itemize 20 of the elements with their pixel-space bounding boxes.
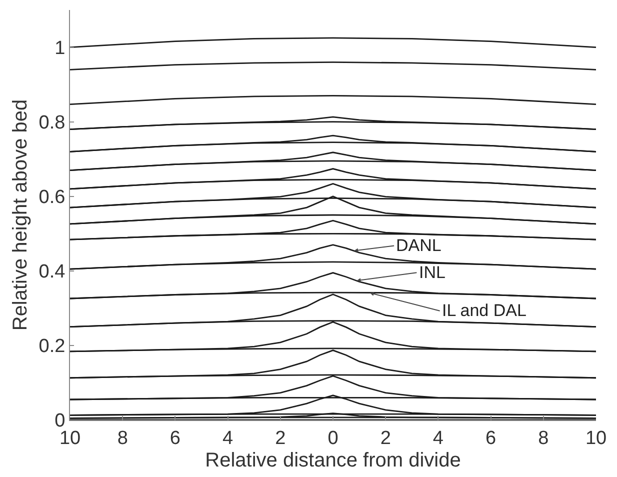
x-tick-label: 2 (380, 428, 391, 449)
y-tick-label: 0.4 (38, 262, 66, 283)
y-tick-label: 1 (54, 38, 66, 59)
x-tick-label: 4 (432, 428, 444, 449)
x-tick-label: 0 (328, 428, 338, 449)
x-tick-label: 4 (222, 428, 234, 449)
x-tick-label: 6 (170, 428, 180, 449)
x-tick-label: 6 (486, 428, 496, 449)
y-tick-label: 0.6 (38, 187, 66, 208)
annotation: IL and DAL (442, 301, 526, 320)
x-tick-label: 8 (117, 428, 128, 449)
y-axis-title: Relative height above bed (9, 99, 32, 331)
y-tick-label: 0.2 (38, 336, 66, 358)
y-tick-label: 0.8 (38, 112, 66, 134)
x-tick-label: 2 (275, 428, 286, 449)
x-tick-label: 10 (585, 428, 607, 449)
x-axis-title: Relative distance from divide (205, 449, 461, 472)
annotation: DANL (396, 236, 442, 255)
annotation: INL (419, 263, 446, 282)
x-tick-label: 8 (538, 428, 549, 449)
